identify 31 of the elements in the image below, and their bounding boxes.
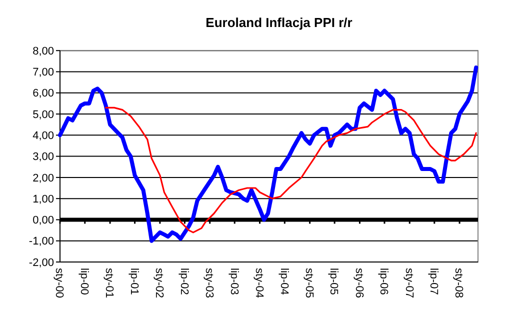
x-tick-label: lip-00 [78, 268, 90, 295]
x-tick-label: lip-06 [378, 268, 390, 295]
y-tick-label: 4,00 [32, 130, 54, 142]
x-tick-label: lip-02 [178, 268, 190, 295]
x-tick-label: sty-02 [153, 268, 166, 298]
y-tick-label: 1,00 [32, 193, 54, 206]
y-tick-label: 8,00 [32, 45, 54, 58]
x-tick-label: lip-04 [278, 268, 290, 295]
line-series [58, 66, 478, 243]
y-tick-label: 3,00 [32, 151, 54, 164]
x-tick-label: sty-08 [452, 268, 465, 298]
y-tick-label: 2,00 [32, 172, 54, 184]
x-tick-label: sty-04 [252, 268, 265, 298]
y-tick-label: -2,00 [28, 256, 54, 269]
x-tick-label: sty-07 [402, 268, 415, 298]
x-tick-label: lip-03 [228, 268, 240, 295]
x-tick-label: lip-07 [428, 268, 440, 295]
y-tick-label: -1,00 [28, 236, 54, 248]
y-tick-label: 6,00 [32, 88, 54, 100]
x-tick-label: lip-05 [328, 268, 340, 295]
y-tick-label: 7,00 [32, 66, 54, 79]
chart-title: Euroland Inflacja PPI r/r [206, 15, 352, 30]
x-tick-label: lip-01 [128, 268, 140, 295]
x-tick-label: sty-06 [352, 268, 365, 298]
x-tick-label: sty-01 [103, 268, 116, 298]
line-series [105, 106, 477, 234]
y-tick-label: 0,00 [32, 214, 54, 227]
x-tick-label: sty-05 [302, 268, 315, 298]
x-tick-label: sty-03 [203, 268, 216, 298]
x-tick-label: sty-00 [53, 268, 66, 298]
y-tick-label: 5,00 [32, 108, 54, 121]
